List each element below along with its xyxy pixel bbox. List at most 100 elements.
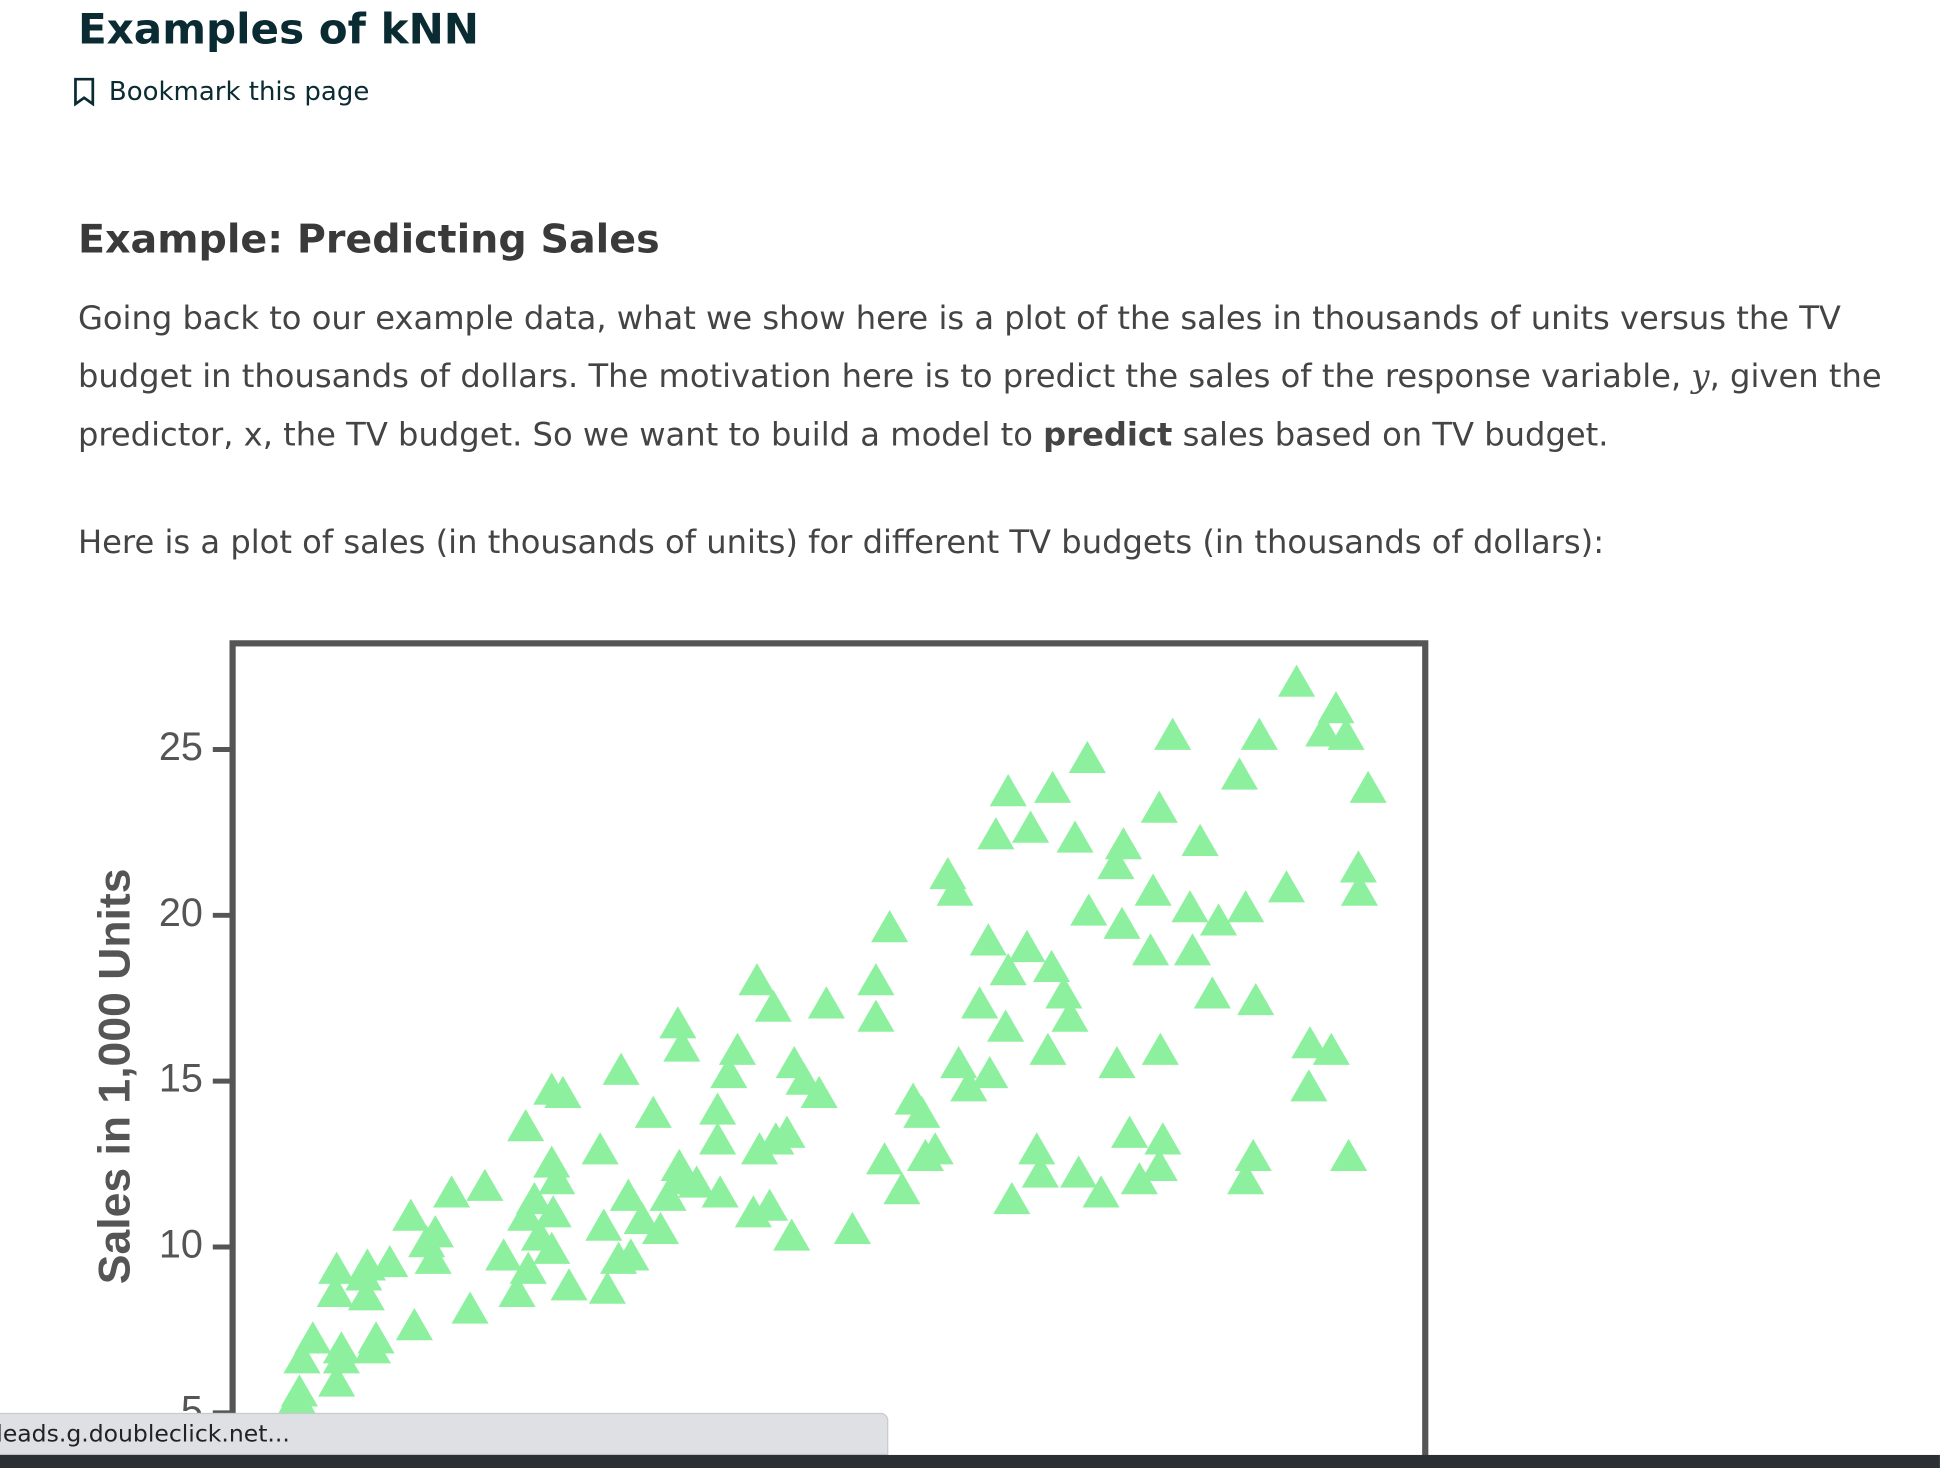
point [718, 1032, 757, 1065]
point [585, 1208, 623, 1241]
bookmark-label: Bookmark this page [108, 76, 370, 107]
paragraph: Going back to our example data, what we … [78, 291, 1897, 465]
point [1267, 870, 1306, 903]
point [1060, 1155, 1098, 1188]
point [1140, 790, 1178, 823]
bold-text: predict [1043, 416, 1173, 455]
point [1012, 810, 1050, 843]
point [800, 1075, 838, 1109]
point [507, 1109, 545, 1142]
point [807, 986, 845, 1019]
points [278, 664, 1387, 1414]
point [989, 774, 1027, 807]
point [1349, 770, 1387, 803]
point [283, 1341, 321, 1374]
plot-frame [229, 640, 1429, 1468]
point [833, 1211, 871, 1245]
point [1327, 717, 1365, 750]
point [414, 1241, 452, 1274]
point [906, 1138, 944, 1172]
point [1008, 929, 1046, 963]
point [278, 1381, 316, 1414]
point [1104, 827, 1143, 860]
point [600, 1241, 638, 1274]
point [1290, 1069, 1328, 1102]
point [701, 1175, 739, 1208]
point [1056, 820, 1094, 853]
point [1199, 903, 1238, 936]
point [1134, 873, 1172, 906]
point [871, 910, 909, 943]
point [1034, 770, 1072, 803]
point [936, 873, 974, 906]
y-tick-label: 10 [159, 1222, 203, 1266]
point [1339, 850, 1377, 883]
point [1132, 933, 1170, 966]
point [977, 817, 1015, 850]
bookmark-button[interactable]: Bookmark this page [72, 76, 370, 107]
text: Going back to our example data, what we … [77, 300, 1841, 396]
point [1291, 1026, 1329, 1059]
point [353, 1331, 392, 1364]
point [1140, 1148, 1178, 1181]
point [1171, 890, 1209, 923]
point [1098, 1046, 1136, 1079]
point [961, 986, 999, 1019]
point [433, 1175, 471, 1208]
point [544, 1075, 582, 1109]
point [534, 1195, 572, 1228]
point [1029, 1032, 1067, 1065]
point [1068, 740, 1106, 774]
point [969, 923, 1007, 956]
point [345, 1258, 383, 1291]
point [989, 953, 1027, 986]
point [550, 1268, 588, 1301]
point [1120, 1162, 1158, 1195]
taskbar [0, 1454, 1940, 1468]
math-var: y [1691, 358, 1710, 396]
point [1305, 714, 1343, 747]
point [1051, 999, 1089, 1032]
point [509, 1251, 547, 1284]
point [971, 1055, 1009, 1089]
point [940, 1046, 978, 1079]
point [318, 1364, 356, 1397]
point [659, 1006, 697, 1039]
point [1097, 847, 1135, 880]
point [773, 1218, 811, 1251]
point [507, 1198, 545, 1231]
point [392, 1198, 430, 1231]
point [740, 1132, 779, 1165]
point [883, 1172, 921, 1205]
paragraph: Here is a plot of sales (in thousands of… [77, 524, 1605, 562]
point [1240, 717, 1278, 750]
point [581, 1132, 619, 1165]
y-tick-label: 25 [159, 725, 203, 769]
bookmark-icon [74, 77, 95, 107]
point [1144, 1122, 1182, 1155]
y-tick-label: 15 [159, 1057, 203, 1101]
point [857, 963, 895, 996]
point [1018, 1132, 1056, 1165]
point [498, 1274, 536, 1308]
point [754, 989, 792, 1022]
point [451, 1291, 489, 1324]
point [649, 1178, 687, 1211]
point [466, 1168, 504, 1201]
point [538, 1162, 576, 1195]
point [623, 1201, 661, 1235]
status-bar: leads.g.doubleclick.net... [0, 1412, 889, 1455]
point [1220, 757, 1259, 790]
point [641, 1211, 680, 1245]
point [903, 1095, 941, 1128]
point [395, 1308, 433, 1341]
point [322, 1341, 360, 1374]
point [1181, 823, 1219, 856]
page-title: Examples of kNN [77, 4, 480, 55]
point [1173, 933, 1212, 966]
point [663, 1029, 701, 1062]
point [1111, 1115, 1149, 1148]
